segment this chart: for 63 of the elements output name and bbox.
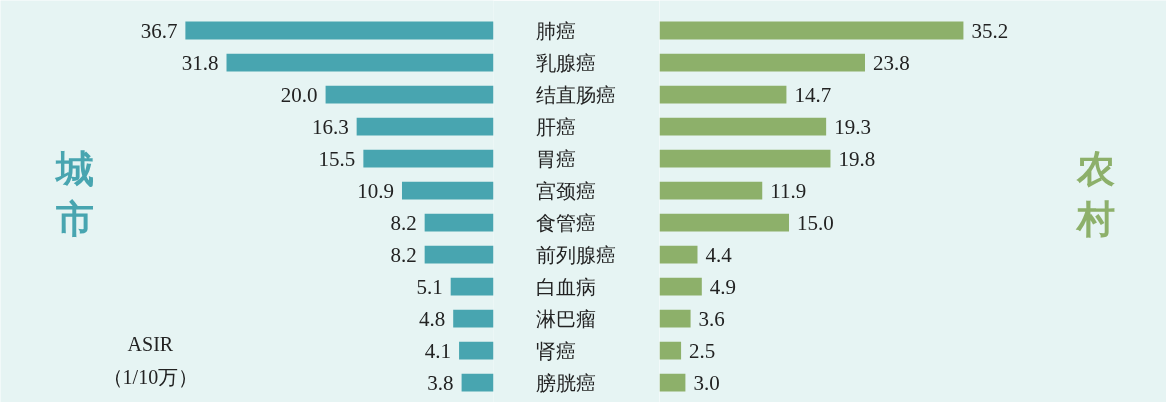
data-label: 3.0 bbox=[693, 370, 720, 395]
data-label: 36.7 bbox=[140, 18, 178, 43]
data-label: 31.8 bbox=[181, 50, 219, 75]
y-tick-label: 宫颈癌 bbox=[535, 178, 596, 203]
bar bbox=[659, 85, 787, 104]
bar bbox=[461, 373, 494, 392]
bar bbox=[453, 309, 494, 328]
y-tick-label: 胃癌 bbox=[535, 146, 576, 171]
bar bbox=[659, 53, 865, 72]
data-label: 2.5 bbox=[689, 338, 716, 363]
data-label: 19.3 bbox=[834, 114, 871, 139]
data-label: 15.0 bbox=[797, 210, 834, 235]
data-label: 8.2 bbox=[390, 210, 417, 235]
data-label: 4.9 bbox=[709, 274, 737, 299]
bar bbox=[659, 245, 698, 264]
bar bbox=[659, 277, 702, 296]
bar bbox=[659, 309, 691, 328]
bar bbox=[401, 181, 494, 200]
data-label: 23.8 bbox=[872, 50, 910, 75]
data-label: 3.8 bbox=[427, 370, 454, 395]
data-label: 19.8 bbox=[838, 146, 876, 171]
data-label: 10.9 bbox=[357, 178, 394, 203]
y-tick-label: 淋巴瘤 bbox=[535, 306, 596, 331]
bar bbox=[659, 117, 827, 136]
bar bbox=[356, 117, 494, 136]
data-label: 4.8 bbox=[418, 306, 446, 331]
bar bbox=[459, 341, 494, 360]
bar bbox=[659, 21, 964, 40]
y-tick-label: 乳腺癌 bbox=[535, 50, 596, 75]
y-tick-label: 膀胱癌 bbox=[535, 370, 596, 395]
data-label: 4.1 bbox=[424, 338, 452, 363]
data-label: 3.6 bbox=[698, 306, 725, 331]
data-label: 16.3 bbox=[311, 114, 349, 139]
y-tick-label: 结直肠癌 bbox=[535, 82, 616, 107]
bar bbox=[659, 149, 831, 168]
y-tick-label: 肺癌 bbox=[535, 18, 576, 43]
data-label: 5.1 bbox=[416, 274, 443, 299]
text: 城市 bbox=[54, 146, 95, 242]
bar bbox=[450, 277, 494, 296]
text: 农村 bbox=[1074, 146, 1115, 242]
bar bbox=[659, 181, 763, 200]
bar bbox=[659, 373, 686, 392]
bar bbox=[226, 53, 494, 72]
data-label: 15.5 bbox=[318, 146, 356, 171]
y-tick-label: 前列腺癌 bbox=[535, 242, 616, 267]
bar bbox=[659, 341, 682, 360]
y-tick-label: 白血病 bbox=[535, 274, 596, 299]
data-label: 35.2 bbox=[971, 18, 1009, 43]
bar bbox=[185, 21, 494, 40]
data-label: 11.9 bbox=[770, 178, 807, 203]
y-tick-label: 食管癌 bbox=[535, 210, 596, 235]
bar bbox=[424, 213, 494, 232]
annotation: ASIR （1/10万） bbox=[102, 332, 199, 388]
bar bbox=[325, 85, 494, 104]
bar bbox=[659, 213, 790, 232]
data-label: 20.0 bbox=[280, 82, 318, 107]
bar bbox=[363, 149, 494, 168]
bar bbox=[424, 245, 494, 264]
y-tick-label: 肾癌 bbox=[535, 338, 576, 363]
data-label: 14.7 bbox=[794, 82, 832, 107]
y-tick-label: 肝癌 bbox=[535, 114, 576, 139]
data-label: 4.4 bbox=[705, 242, 733, 267]
data-label: 8.2 bbox=[390, 242, 417, 267]
